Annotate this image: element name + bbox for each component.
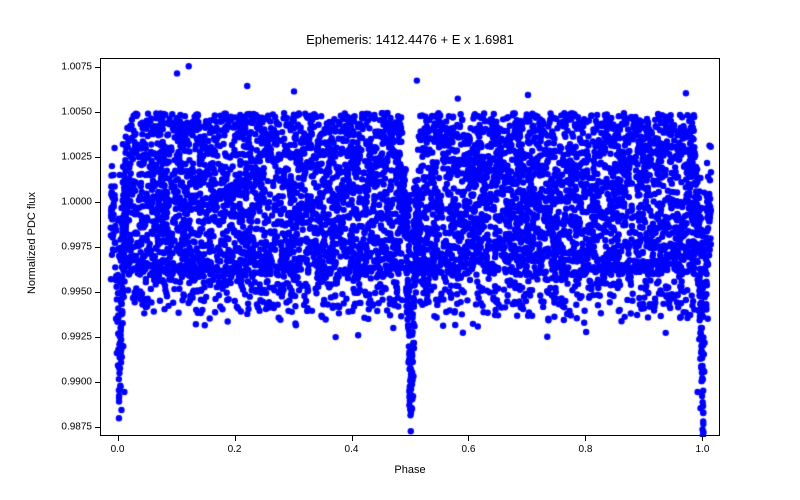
x-tick-label: 0.4 [345,444,359,455]
y-tick [95,427,100,428]
x-axis-label: Phase [100,464,720,476]
x-tick [702,436,703,441]
y-tick [95,382,100,383]
x-tick-label: 0.8 [579,444,593,455]
x-tick [468,436,469,441]
y-tick [95,112,100,113]
y-tick-label: 1.0000 [48,197,92,208]
y-tick-label: 0.9900 [48,377,92,388]
x-tick-label: 1.0 [695,444,709,455]
y-tick-label: 1.0025 [48,152,92,163]
y-tick-label: 0.9875 [48,422,92,433]
x-tick [585,436,586,441]
y-tick [95,202,100,203]
plot-area [100,58,720,436]
scatter-canvas [101,59,721,437]
x-tick-label: 0.0 [111,444,125,455]
x-tick [118,436,119,441]
x-tick-label: 0.2 [228,444,242,455]
y-tick-label: 0.9925 [48,332,92,343]
x-tick [235,436,236,441]
y-tick [95,292,100,293]
y-tick-label: 1.0075 [48,62,92,73]
figure: Ephemeris: 1412.4476 + E x 1.6981 Normal… [0,0,800,500]
y-tick-label: 1.0050 [48,107,92,118]
y-tick [95,157,100,158]
chart-title: Ephemeris: 1412.4476 + E x 1.6981 [100,32,720,47]
y-tick [95,67,100,68]
y-tick [95,337,100,338]
y-tick-label: 0.9950 [48,287,92,298]
y-tick-label: 0.9975 [48,242,92,253]
x-tick-label: 0.6 [462,444,476,455]
y-axis-label: Normalized PDC flux [26,163,38,323]
x-tick [352,436,353,441]
y-tick [95,247,100,248]
